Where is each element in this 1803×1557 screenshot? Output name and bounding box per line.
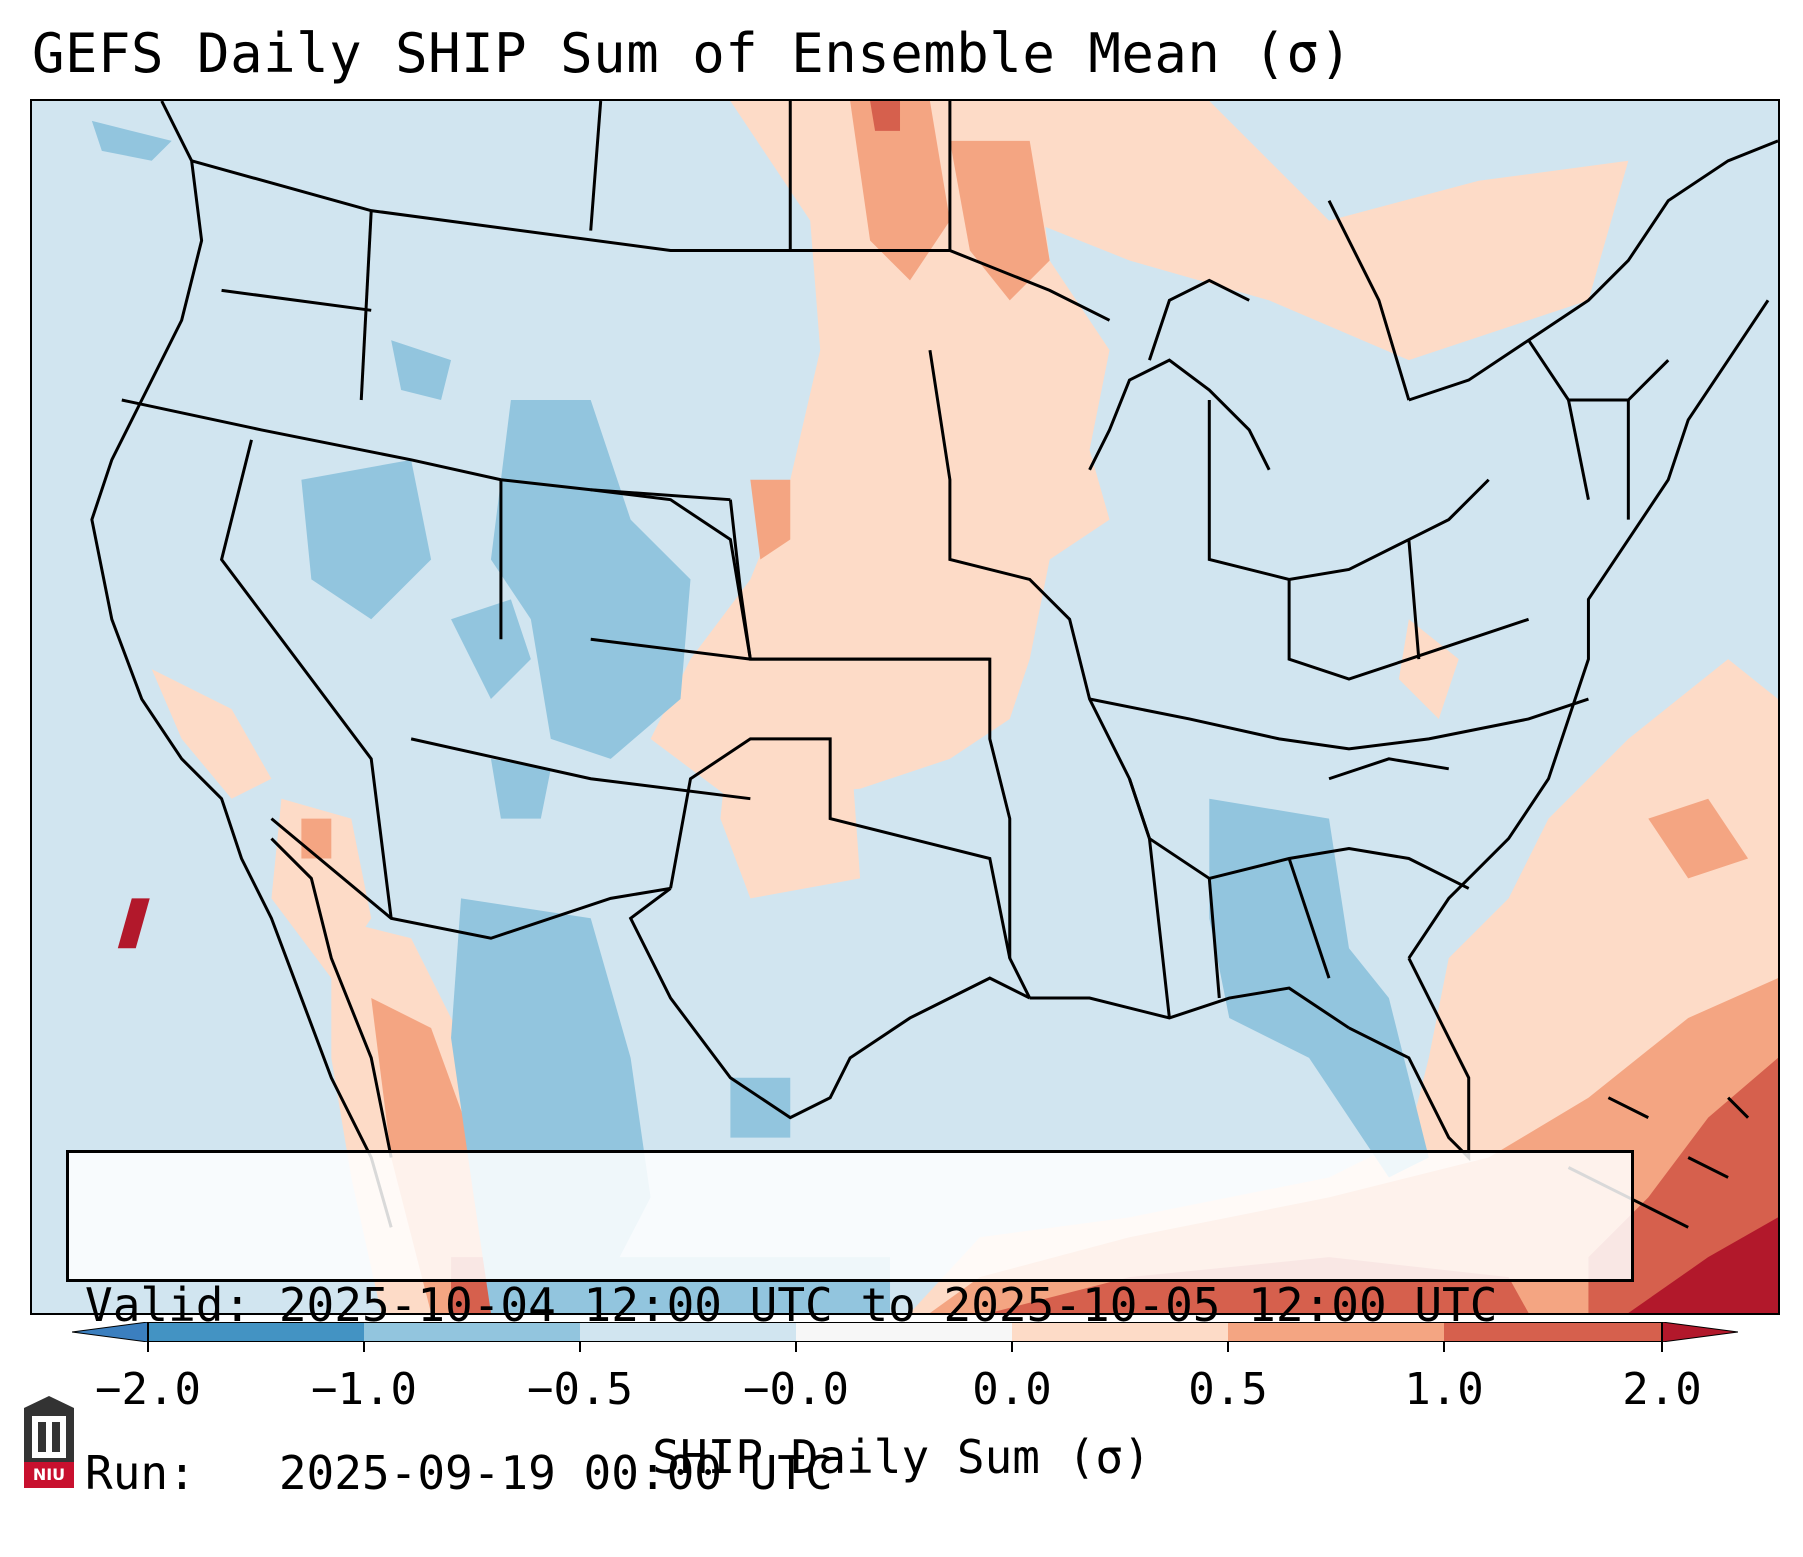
colorbar-bin-6 [1228, 1322, 1444, 1342]
tick-mark [1011, 1342, 1013, 1352]
colorbar-bin-3 [580, 1322, 796, 1342]
positive-anomaly-field [151, 101, 1778, 1313]
logo-text: NIU [32, 1465, 66, 1484]
tick-label: 2.0 [1622, 1364, 1702, 1415]
tick-label: −0.5 [527, 1364, 633, 1415]
colorbar-extend-low [72, 1322, 149, 1342]
colorbar-bin-7 [1444, 1322, 1662, 1342]
tick-mark [1227, 1342, 1229, 1352]
colorbar-label: SHIP Daily Sum (σ) [652, 1430, 1151, 1484]
tick-label: 0.5 [1188, 1364, 1268, 1415]
colorbar-bin-4 [796, 1322, 1012, 1342]
tick-label: 0.0 [972, 1364, 1052, 1415]
isolated-anomaly-cell [117, 898, 150, 949]
valid-run-info-box: Valid: 2025-10-04 12:00 UTC to 2025-10-0… [66, 1150, 1634, 1500]
colorbar-ticks: −2.0 −1.0 −0.5 −0.0 0.0 0.5 1.0 2.0 [0, 1342, 1803, 1415]
map-panel [30, 99, 1780, 1315]
colorbar-bin-1 [148, 1322, 364, 1342]
tick-mark [147, 1342, 149, 1352]
chart-title: GEFS Daily SHIP Sum of Ensemble Mean (σ) [32, 22, 1353, 85]
colorbar-bin-2 [364, 1322, 580, 1342]
tick-mark [579, 1342, 581, 1352]
colorbar-bin-5 [1012, 1322, 1228, 1342]
logo-icon [24, 1396, 74, 1488]
colorbar-svg [72, 1322, 1738, 1342]
tick-mark [795, 1342, 797, 1352]
tick-mark [1443, 1342, 1445, 1352]
colorbar [72, 1322, 1738, 1342]
coastlines-and-borders [90, 101, 1778, 1229]
tick-label: −2.0 [95, 1364, 201, 1415]
tick-label: 1.0 [1404, 1364, 1484, 1415]
tick-mark [363, 1342, 365, 1352]
niu-logo: NIU [20, 1394, 78, 1490]
colorbar-extend-high [1661, 1322, 1738, 1342]
run-time-line: Run: 2025-09-19 00:00 UTC [85, 1446, 833, 1500]
tick-mark [1661, 1342, 1663, 1352]
tick-label: −1.0 [311, 1364, 417, 1415]
tick-label: −0.0 [743, 1364, 849, 1415]
map-canvas [90, 101, 1778, 1313]
